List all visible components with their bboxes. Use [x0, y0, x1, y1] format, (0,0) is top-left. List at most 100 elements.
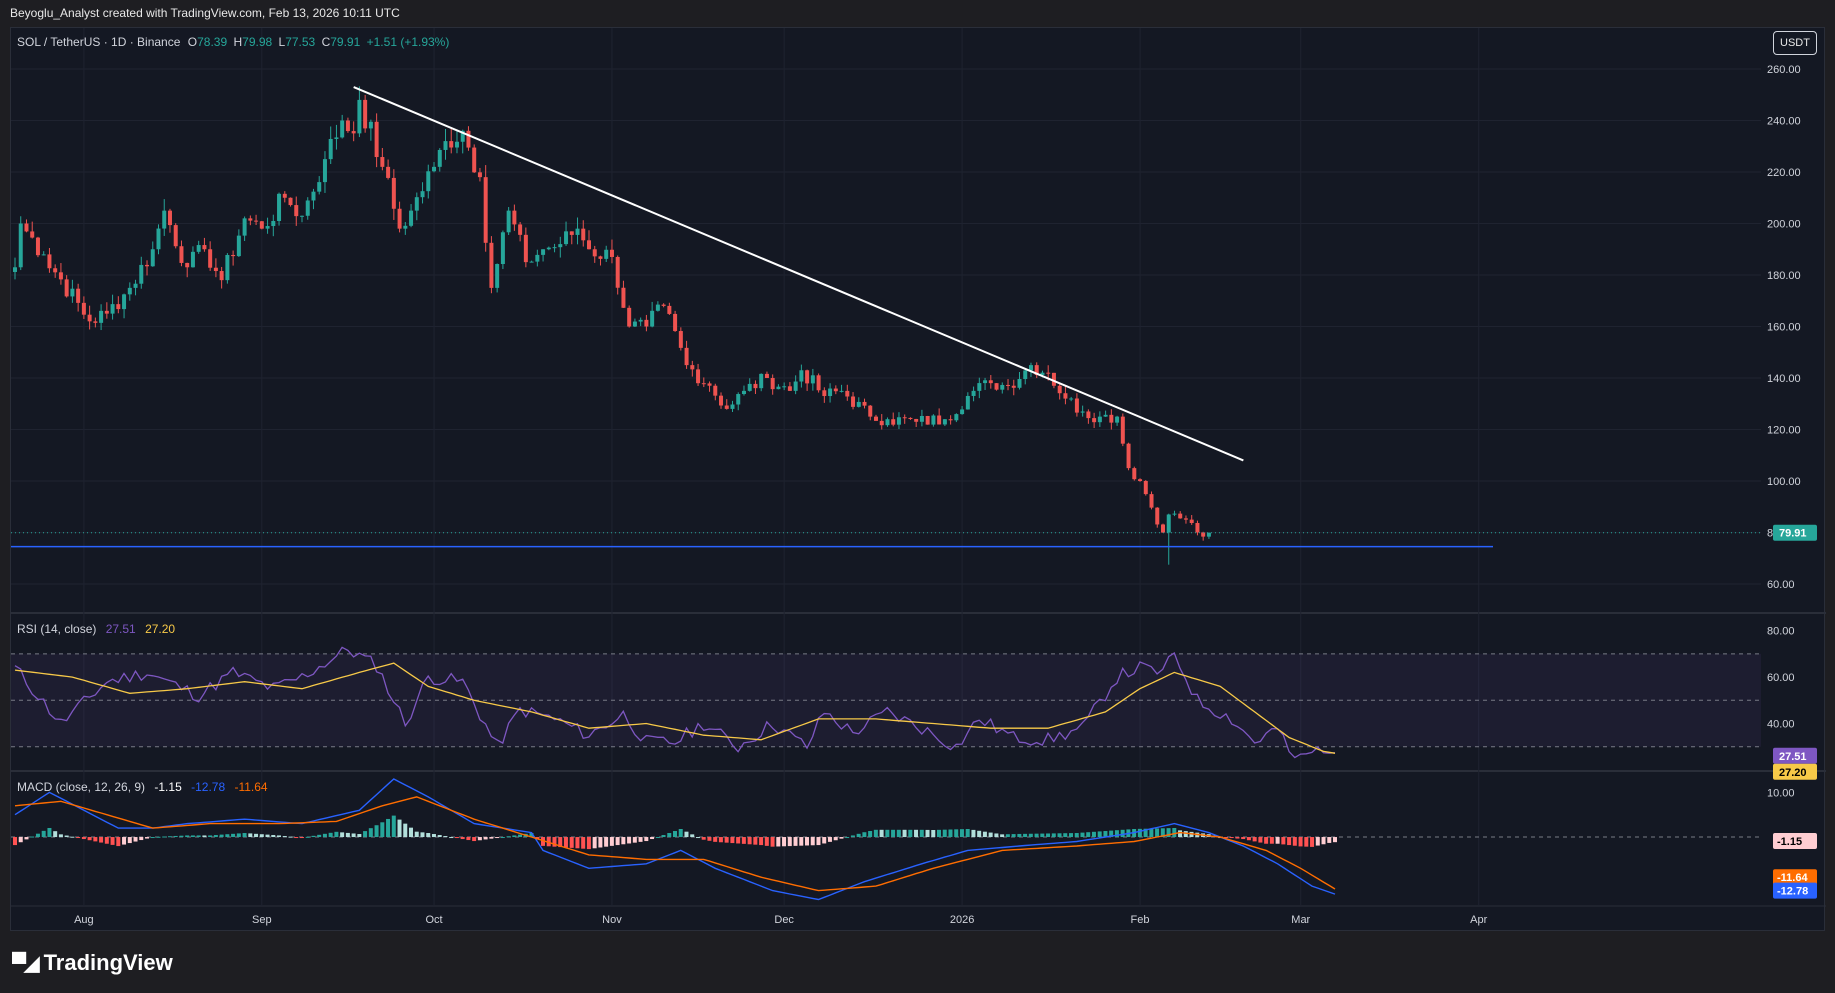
- candle-body: [1195, 522, 1200, 533]
- macd-legend[interactable]: MACD (close, 12, 26, 9) -1.15 -12.78 -11…: [17, 780, 268, 794]
- candle-body: [294, 205, 299, 217]
- tradingview-logo[interactable]: ▀◢ TradingView: [12, 950, 173, 976]
- candle-body: [1149, 494, 1154, 508]
- macd-hist-bar: [254, 833, 259, 838]
- macd-hist-bar: [988, 832, 993, 838]
- rsi-tag: 27.51: [1779, 751, 1807, 763]
- candle-body: [127, 287, 132, 295]
- candle-body: [736, 394, 741, 405]
- macd-hist-bar: [1298, 837, 1303, 847]
- macd-line-value: -12.78: [191, 780, 226, 794]
- candle-body: [1034, 365, 1039, 375]
- candle-body: [454, 141, 459, 148]
- candle-body: [437, 149, 442, 167]
- macd-hist-bar: [1183, 831, 1188, 838]
- macd-hist-bar: [856, 833, 861, 838]
- candle-body: [931, 415, 936, 425]
- macd-hist-bar: [1287, 837, 1292, 846]
- macd-hist-bar: [1069, 833, 1073, 838]
- macd-hist-bar: [196, 835, 201, 838]
- candle-body: [1201, 532, 1206, 537]
- candle-body: [546, 247, 551, 250]
- macd-hist-bar: [208, 835, 213, 838]
- rsi-axis-label: 40.00: [1767, 719, 1795, 731]
- macd-axis-label: 10.00: [1767, 787, 1795, 799]
- candle-body: [719, 395, 724, 406]
- candle-body: [1028, 365, 1033, 371]
- symbol-name[interactable]: SOL / TetherUS · 1D · Binance: [17, 35, 181, 49]
- candle-body: [845, 390, 850, 397]
- high-value: 79.98: [242, 35, 273, 49]
- macd-hist-bar: [529, 833, 534, 838]
- candle-body: [839, 390, 844, 392]
- macd-hist-bar: [167, 836, 172, 838]
- candle-body: [592, 249, 597, 257]
- price-axis-label: 120.00: [1767, 425, 1801, 437]
- time-axis-label: Dec: [774, 914, 794, 926]
- close-value: 79.91: [330, 35, 361, 49]
- candle-body: [133, 283, 138, 288]
- chart-panel[interactable]: 260.00 240.00 220.00 200.00 180.00 160.00 140.…: [10, 27, 1826, 932]
- candle-body: [994, 383, 999, 390]
- candle-body: [116, 304, 121, 310]
- time-axis-label: Oct: [425, 914, 442, 926]
- open-label: O: [187, 35, 198, 49]
- macd-hist-bar: [1178, 830, 1183, 838]
- macd-hist-bar: [231, 833, 236, 838]
- macd-hist-bar: [409, 827, 413, 838]
- macd-hist-bar: [1080, 832, 1085, 838]
- macd-hist-bar: [724, 837, 729, 843]
- macd-hist-bar: [495, 837, 500, 839]
- candle-body: [1086, 411, 1091, 419]
- macd-hist-bar: [1281, 837, 1286, 845]
- macd-hist-bar: [1005, 834, 1010, 838]
- candle-body: [764, 373, 769, 378]
- macd-hist-bar: [971, 829, 976, 838]
- candle-body: [1040, 372, 1045, 375]
- macd-hist-bar: [489, 837, 494, 839]
- candle-body: [426, 171, 431, 192]
- macd-hist-bar: [431, 834, 436, 838]
- macd-hist-bar: [908, 829, 913, 838]
- macd-hist-bar: [219, 834, 224, 838]
- candle-body: [139, 264, 144, 284]
- macd-hist-bar: [937, 829, 941, 838]
- candle-body: [162, 210, 167, 229]
- macd-hist-bar: [236, 833, 241, 838]
- candle-body: [53, 268, 58, 273]
- rsi-tag-bg: [1773, 747, 1817, 764]
- macd-hist-bar: [282, 836, 287, 838]
- macd-hist-bar: [816, 837, 821, 846]
- candle-body: [397, 208, 402, 229]
- candle-body: [644, 319, 649, 327]
- macd-hist-bar: [627, 837, 632, 844]
- candle-body: [489, 242, 494, 288]
- currency-button[interactable]: USDT: [1773, 31, 1817, 55]
- macd-hist-bar: [965, 829, 970, 838]
- price-tag-bg: [1773, 524, 1817, 541]
- macd-hist-bar: [690, 834, 695, 838]
- macd-label: MACD (close, 12, 26, 9): [17, 780, 146, 794]
- candle-body: [477, 172, 482, 178]
- macd-hist-bar: [64, 835, 69, 838]
- macd-hist-bar: [919, 829, 924, 838]
- chart-canvas[interactable]: 260.00 240.00 220.00 200.00 180.00 160.00 140.…: [11, 28, 1826, 932]
- candle-body: [35, 237, 40, 256]
- candle-body: [328, 138, 333, 160]
- candle-body: [1166, 514, 1171, 533]
- candle-body: [432, 166, 437, 172]
- candle-body: [363, 99, 368, 129]
- candle-body: [483, 177, 488, 243]
- candle-body: [851, 396, 856, 407]
- macd-hist-bar: [592, 837, 597, 849]
- macd-hist-bar: [305, 836, 310, 838]
- trendline: [353, 86, 1244, 462]
- candle-body: [885, 419, 890, 426]
- candle-body: [58, 272, 63, 280]
- candle-body: [472, 147, 477, 173]
- candle-body: [1097, 416, 1102, 423]
- macd-hist-bar: [1040, 833, 1045, 838]
- rsi-legend[interactable]: RSI (14, close) 27.51 27.20: [17, 622, 175, 636]
- macd-hist-bar: [512, 835, 517, 838]
- candle-body: [87, 314, 92, 322]
